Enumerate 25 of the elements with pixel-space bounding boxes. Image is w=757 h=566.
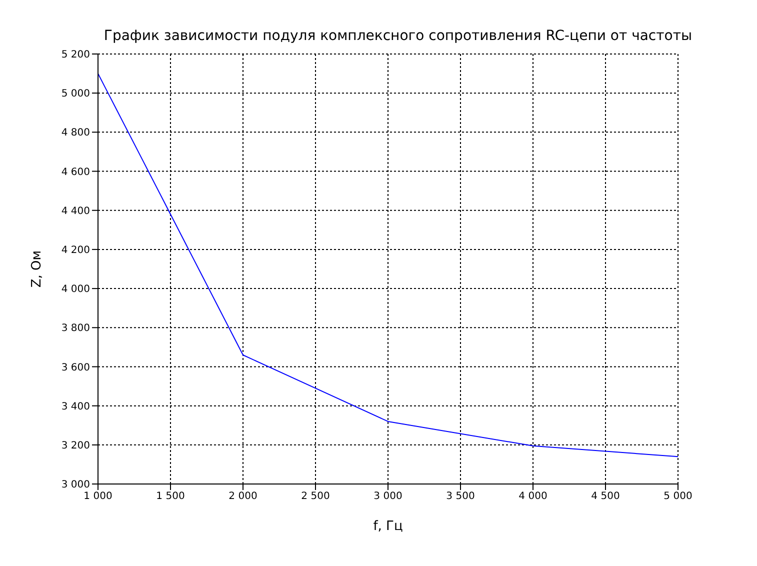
y-tick-label: 3 800 xyxy=(61,323,90,334)
x-tick-label: 1 500 xyxy=(156,491,185,502)
x-tick-label: 3 000 xyxy=(374,491,402,502)
y-tick-label: 5 000 xyxy=(61,88,90,100)
y-axis-title: Z, Ом xyxy=(30,250,45,288)
y-tick-label: 3 200 xyxy=(61,440,90,452)
x-axis-title: f, Гц xyxy=(373,519,403,534)
y-tick-label: 3 000 xyxy=(61,480,90,491)
chart-title: График зависимости подуля комплексного сопротивления RC-цепи от частоты xyxy=(102,28,694,44)
y-tick-label: 4 800 xyxy=(61,128,90,139)
x-tick-label: 3 500 xyxy=(446,491,475,502)
x-tick-label: 5 000 xyxy=(664,491,692,502)
x-tick-label: 4 500 xyxy=(591,491,620,502)
y-tick-label: 3 400 xyxy=(61,401,90,412)
x-tick-label: 4 000 xyxy=(518,491,548,502)
y-tick-label: 4 600 xyxy=(61,166,90,178)
x-tick-label: 2 000 xyxy=(228,491,258,502)
y-tick-label: 4 200 xyxy=(61,245,90,256)
x-tick-label: 2 500 xyxy=(301,491,330,502)
x-tick-label: 1 000 xyxy=(84,491,112,502)
y-tick-label: 4 400 xyxy=(61,206,90,217)
y-tick-label: 4 000 xyxy=(61,284,90,296)
y-tick-label: 3 600 xyxy=(61,362,90,374)
y-tick-label: 5 200 xyxy=(61,50,90,61)
line-series xyxy=(98,73,678,458)
